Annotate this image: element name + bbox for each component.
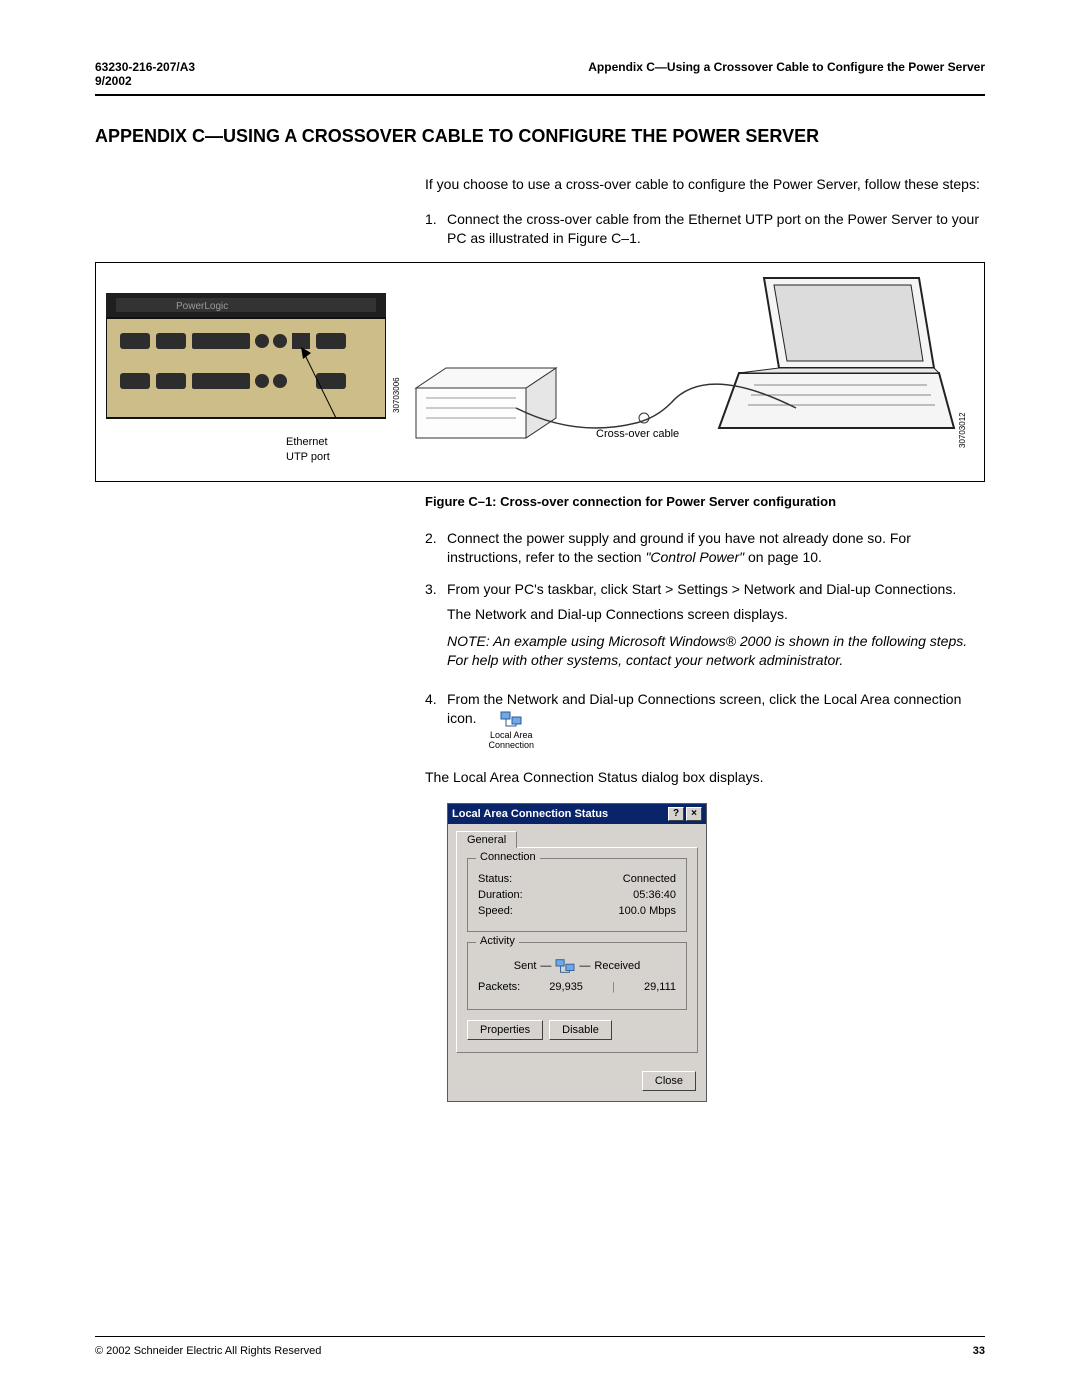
figure-c1: PowerLogic 30703006 — [95, 262, 985, 482]
step-3: 3. From your PC's taskbar, click Start >… — [425, 580, 985, 676]
local-area-connection-icon: Local Area Connection — [488, 709, 534, 751]
step-4: 4. From the Network and Dial-up Connecti… — [425, 690, 985, 751]
tab-general[interactable]: General — [456, 831, 517, 848]
sent-label: Sent — [514, 960, 537, 972]
duration-value: 05:36:40 — [633, 889, 676, 901]
packets-label: Packets: — [478, 981, 520, 993]
page-header: 63230-216-207/A3 9/2002 Appendix C—Using… — [95, 60, 985, 88]
step-number: 2. — [425, 529, 447, 567]
connection-status-dialog: Local Area Connection Status ? × General… — [447, 803, 707, 1102]
speed-label: Speed: — [478, 905, 513, 917]
footer-rule — [95, 1336, 985, 1337]
crossover-cable-icon — [96, 263, 984, 481]
groupbox-legend: Activity — [476, 935, 519, 947]
tab-panel: Connection Status: Connected Duration: 05:… — [456, 847, 698, 1053]
step3-note: NOTE: An example using Microsoft Windows… — [447, 632, 985, 670]
intro-text: If you choose to use a cross-over cable … — [425, 175, 985, 194]
step3-line1: From your PC's taskbar, click Start > Se… — [447, 580, 985, 599]
step-body: Connect the cross-over cable from the Et… — [447, 210, 985, 248]
step2-text-b: "Control Power" — [645, 549, 744, 565]
step-number: 1. — [425, 210, 447, 248]
received-label: Received — [594, 960, 640, 972]
status-sentence: The Local Area Connection Status dialog … — [425, 769, 985, 785]
header-rule — [95, 94, 985, 96]
step-2: 2. Connect the power supply and ground i… — [425, 529, 985, 567]
dialog-help-button[interactable]: ? — [668, 807, 684, 821]
page-number: 33 — [973, 1345, 985, 1357]
groupbox-connection: Connection Status:Connected Duration:05:… — [467, 858, 687, 932]
dialog-title: Local Area Connection Status — [452, 808, 608, 820]
close-button[interactable]: Close — [642, 1071, 696, 1091]
dialog-titlebar: Local Area Connection Status ? × — [448, 804, 706, 824]
disable-button[interactable]: Disable — [549, 1020, 612, 1040]
copyright: © 2002 Schneider Electric All Rights Res… — [95, 1345, 321, 1357]
step-number: 3. — [425, 580, 447, 676]
figure-caption: Figure C–1: Cross-over connection for Po… — [425, 494, 985, 509]
header-right: Appendix C—Using a Crossover Cable to Co… — [588, 60, 985, 88]
step2-text-c: on page 10. — [744, 549, 822, 565]
speed-value: 100.0 Mbps — [619, 905, 676, 917]
duration-label: Duration: — [478, 889, 523, 901]
figure-label-utp: UTP port — [286, 451, 330, 463]
appendix-title: APPENDIX C—USING A CROSSOVER CABLE TO CO… — [95, 126, 985, 147]
doc-date: 9/2002 — [95, 74, 195, 88]
figure-label-crossover: Cross-over cable — [596, 428, 679, 440]
status-label: Status: — [478, 873, 512, 885]
icon-label-line2: Connection — [488, 740, 534, 750]
step-1: 1. Connect the cross-over cable from the… — [425, 210, 985, 248]
status-value: Connected — [623, 873, 676, 885]
step-body: Connect the power supply and ground if y… — [447, 529, 985, 567]
icon-label-line1: Local Area — [490, 730, 533, 740]
network-activity-icon — [555, 957, 575, 975]
step-body: From your PC's taskbar, click Start > Se… — [447, 580, 985, 676]
packets-received: 29,111 — [644, 981, 676, 993]
doc-id: 63230-216-207/A3 — [95, 60, 195, 74]
dialog-close-button[interactable]: × — [686, 807, 702, 821]
packets-sent: 29,935 — [549, 981, 583, 993]
groupbox-legend: Connection — [476, 851, 540, 863]
groupbox-activity: Activity Sent — — Received — [467, 942, 687, 1010]
properties-button[interactable]: Properties — [467, 1020, 543, 1040]
page-footer: © 2002 Schneider Electric All Rights Res… — [95, 1345, 985, 1357]
step-number: 4. — [425, 690, 447, 751]
figure-label-ethernet: Ethernet — [286, 436, 328, 448]
step3-line2: The Network and Dial-up Connections scre… — [447, 605, 985, 624]
step-body: From the Network and Dial-up Connections… — [447, 690, 985, 751]
